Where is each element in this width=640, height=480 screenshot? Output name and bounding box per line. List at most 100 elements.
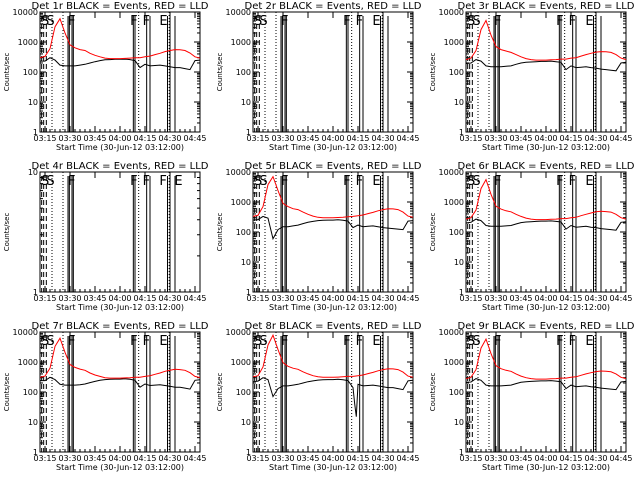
x-axis-label: Start Time (30-Jun-12 03:12:00) <box>269 143 397 152</box>
x-tick-label: 04:00 <box>108 134 131 143</box>
x-tick-label: 04:00 <box>534 294 557 303</box>
interval-marker: F <box>556 334 563 349</box>
y-tick-label: 1000 <box>231 358 251 367</box>
panel-title: Det 1r BLACK = Events, RED = LLD <box>32 1 209 12</box>
y-tick-label: 100 <box>236 228 251 237</box>
x-tick-label: 03:30 <box>58 294 81 303</box>
y-tick-label: 1 <box>33 288 38 297</box>
x-tick-label: 03:45 <box>509 294 532 303</box>
x-tick-label: 03:15 <box>459 134 482 143</box>
interval-marker: F <box>130 174 137 189</box>
interval-marker: F <box>68 334 75 349</box>
x-tick-label: 04:30 <box>584 454 607 463</box>
x-tick-label: 03:30 <box>58 134 81 143</box>
y-tick-label: 10000 <box>439 8 464 17</box>
y-tick-label: 1000 <box>444 198 464 207</box>
y-tick-label: 1 <box>33 448 38 457</box>
panel-title: Det 9r BLACK = Events, RED = LLD <box>458 321 635 332</box>
x-tick-label: 04:30 <box>371 454 394 463</box>
y-axis-label: Counts/sec <box>429 53 437 92</box>
panel-title: Det 5r BLACK = Events, RED = LLD <box>245 161 422 172</box>
events-series-line <box>466 218 626 231</box>
y-tick-label: 10 <box>28 98 38 107</box>
x-tick-label: 03:15 <box>459 294 482 303</box>
events-series-line <box>40 57 200 71</box>
interval-marker: E <box>585 174 593 189</box>
x-tick-label: 03:45 <box>296 294 319 303</box>
interval-marker: S <box>259 174 267 189</box>
interval-marker: S <box>467 174 475 189</box>
x-tick-label: 04:15 <box>346 454 369 463</box>
y-axis-label: Counts/sec <box>429 213 437 252</box>
plot-frame <box>252 331 414 453</box>
y-tick-label: 1000 <box>231 198 251 207</box>
y-axis-label: Counts/sec <box>3 373 11 412</box>
interval-marker: S <box>467 334 475 349</box>
x-tick-label: 03:45 <box>83 454 106 463</box>
y-tick-label: 10 <box>28 418 38 427</box>
x-tick-label: 04:30 <box>158 454 181 463</box>
interval-marker: F <box>356 174 363 189</box>
interval-marker: E <box>585 14 593 29</box>
y-axis-label: Counts/sec <box>216 373 224 412</box>
lld-series-line <box>40 17 200 60</box>
lld-series-line <box>466 178 626 221</box>
interval-marker: S <box>46 14 54 29</box>
x-tick-label: 03:15 <box>246 454 269 463</box>
y-tick-label: 100 <box>23 388 38 397</box>
y-axis-label: Counts/sec <box>3 213 11 252</box>
y-tick-label: 10 <box>241 98 251 107</box>
x-tick-label: 04:00 <box>534 134 557 143</box>
y-tick-label: 100 <box>236 68 251 77</box>
interval-marker: S <box>46 174 54 189</box>
x-tick-label: 04:45 <box>396 454 419 463</box>
events-series-line <box>253 215 413 241</box>
lld-series-line <box>466 19 626 61</box>
x-tick-label: 04:15 <box>133 134 156 143</box>
interval-marker: F <box>343 14 350 29</box>
x-tick-label: 04:00 <box>108 454 131 463</box>
interval-marker: F <box>356 334 363 349</box>
lld-series-line <box>466 337 626 380</box>
y-tick-label: 100 <box>449 228 464 237</box>
interval-marker: S <box>254 174 262 189</box>
x-tick-label: 04:45 <box>609 454 632 463</box>
interval-marker: S <box>41 174 49 189</box>
x-tick-label: 04:15 <box>133 454 156 463</box>
x-tick-label: 03:15 <box>459 454 482 463</box>
interval-marker: F <box>569 14 576 29</box>
lld-series-line <box>253 175 413 219</box>
x-tick-label: 04:45 <box>609 294 632 303</box>
y-tick-label: 1000 <box>444 358 464 367</box>
x-tick-label: 03:15 <box>33 454 56 463</box>
panel-title: Det 7r BLACK = Events, RED = LLD <box>32 321 209 332</box>
interval-marker: E <box>372 334 380 349</box>
interval-marker: F <box>569 174 576 189</box>
y-tick-label: 1 <box>246 448 251 457</box>
y-tick-label: 100 <box>449 388 464 397</box>
events-series-line <box>253 377 413 417</box>
panel-title: Det 8r BLACK = Events, RED = LLD <box>245 321 422 332</box>
x-tick-label: 03:30 <box>484 294 507 303</box>
interval-marker: E <box>585 334 593 349</box>
x-tick-label: 03:15 <box>33 294 56 303</box>
x-tick-label: 04:45 <box>609 134 632 143</box>
panel-title: Det 3r BLACK = Events, RED = LLD <box>458 1 635 12</box>
y-tick-label: 10000 <box>226 168 251 177</box>
x-tick-label: 04:45 <box>183 294 206 303</box>
interval-marker: F <box>494 334 501 349</box>
x-tick-label: 03:30 <box>271 294 294 303</box>
y-tick-label: 10000 <box>439 328 464 337</box>
x-tick-label: 04:30 <box>158 294 181 303</box>
interval-marker: F <box>494 174 501 189</box>
y-axis-label: Counts/sec <box>216 53 224 92</box>
x-tick-label: 04:30 <box>584 294 607 303</box>
interval-marker: S <box>46 334 54 349</box>
interval-marker: S <box>472 174 480 189</box>
x-tick-label: 04:45 <box>396 134 419 143</box>
interval-marker: F <box>143 334 150 349</box>
